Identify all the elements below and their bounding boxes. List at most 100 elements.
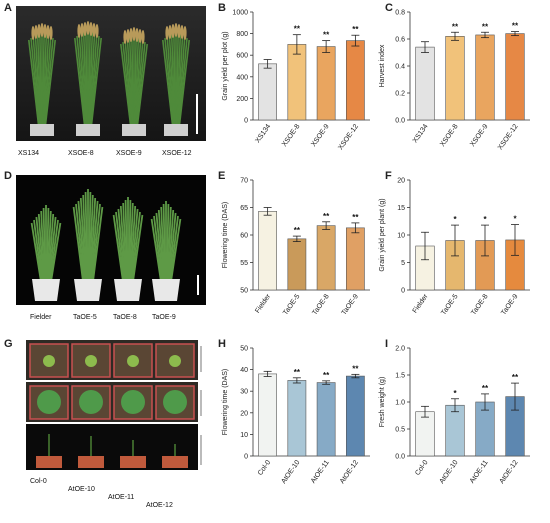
- bar: [346, 375, 365, 457]
- wheat-leaf: [84, 191, 89, 284]
- rice-leaf: [78, 33, 87, 125]
- rice-panicle: [126, 29, 130, 43]
- wheat-leaf: [155, 212, 164, 284]
- x-tick-label: TaOE-5: [282, 293, 301, 317]
- wheat-leaf: [169, 218, 182, 284]
- rice-leaf: [32, 35, 41, 125]
- arabidopsis-label-0: Col-0: [30, 478, 47, 485]
- wheat-leaf: [117, 208, 126, 284]
- bar: [346, 40, 365, 121]
- rice-leaf: [28, 39, 40, 125]
- arabidopsis-pot: [162, 456, 188, 468]
- x-tick-label: TaOE-5: [440, 293, 459, 317]
- y-tick-label: 1.5: [395, 373, 405, 380]
- chart-c: 0.0 0.2 0.4 0.6 0.8 Harvest index XS134 ** XSOE-…: [379, 10, 530, 151]
- rice-panicle: [43, 24, 47, 38]
- rice-pot: [76, 124, 100, 136]
- rice-panicle: [95, 24, 99, 38]
- rice-pot: [164, 124, 188, 136]
- wheat-leaf: [115, 211, 125, 284]
- wheat-leaf: [130, 208, 139, 284]
- rice-panicle: [46, 25, 50, 39]
- rice-plants-photo: [16, 6, 206, 141]
- rice-plants-illustration: [16, 6, 206, 141]
- rice-leaf: [30, 37, 40, 125]
- significance-label: **: [352, 213, 359, 222]
- rice-leaf: [133, 33, 137, 125]
- wheat-leaf: [153, 215, 163, 284]
- significance-label: **: [482, 384, 489, 393]
- rice-leaf: [166, 35, 175, 125]
- wheat-leaf: [47, 213, 55, 284]
- rice-panicle: [37, 24, 41, 38]
- rice-leaf: [89, 31, 96, 125]
- rice-leaf: [164, 37, 174, 125]
- wheat-leaf: [87, 191, 92, 284]
- rice-panicle: [183, 26, 187, 40]
- rice-leaf: [44, 39, 56, 125]
- wheat-label-1: TaOE-5: [73, 314, 97, 321]
- rice-leaf: [173, 29, 177, 125]
- rice-leaf: [120, 43, 132, 125]
- significance-label: *: [513, 215, 517, 224]
- rice-leaf: [128, 35, 134, 125]
- rice-leaf: [176, 31, 182, 125]
- rice-leaf: [90, 37, 102, 125]
- panel-letter-g: G: [4, 338, 13, 350]
- significance-label: **: [352, 25, 359, 34]
- rice-panicle: [171, 24, 175, 38]
- rice-leaf: [134, 35, 140, 125]
- wheat-leaf: [90, 200, 99, 284]
- rice-leaf: [131, 33, 135, 125]
- x-tick-label: Fielder: [254, 293, 272, 315]
- wheat-leaf: [49, 222, 62, 284]
- mature-rosette: [121, 390, 145, 414]
- wheat-leaf: [35, 216, 44, 284]
- mature-rosette: [37, 390, 61, 414]
- seedling-rosette: [43, 355, 55, 367]
- rice-panicle: [34, 25, 38, 39]
- y-tick-label: 60: [240, 233, 248, 240]
- rice-label-3: XSOE-12: [162, 150, 192, 157]
- y-tick-label: 800: [236, 31, 248, 38]
- rice-leaf: [177, 35, 186, 125]
- rice-leaf: [124, 39, 133, 125]
- y-tick-label: 70: [240, 178, 248, 185]
- mature-rosette: [79, 390, 103, 414]
- wheat-label-2: TaOE-8: [113, 314, 137, 321]
- significance-label: *: [483, 215, 487, 224]
- x-tick-label: TaOE-8: [311, 293, 330, 317]
- x-tick-label: AtOE-10: [280, 459, 301, 485]
- wheat-leaf: [79, 197, 87, 284]
- chart-b: 0 200 400 600 800 1000 Grain yield per plot (g…: [222, 10, 370, 151]
- scale-bar-g3: [200, 435, 202, 465]
- wheat-leaf: [30, 222, 43, 284]
- rice-leaf: [135, 37, 142, 125]
- x-tick-label: XS134: [412, 123, 430, 144]
- y-tick-label: 0.0: [395, 118, 405, 125]
- x-tick-label: TaOE-8: [470, 293, 489, 317]
- bar: [346, 227, 365, 291]
- panel-letter-c: C: [385, 2, 393, 14]
- rice-leaf: [42, 31, 48, 125]
- wheat-leaf: [128, 202, 134, 284]
- rice-panicle: [89, 22, 93, 36]
- seedling-rosette: [127, 355, 139, 367]
- x-tick-label: Col-0: [414, 459, 429, 477]
- rice-panicle: [123, 30, 127, 44]
- y-tick-label: 0.4: [395, 64, 405, 71]
- rice-panicle: [49, 26, 53, 40]
- x-tick-label: AtOE-11: [310, 459, 331, 485]
- rice-leaf: [36, 31, 42, 125]
- rice-panicle: [138, 29, 142, 43]
- wheat-pot: [74, 279, 102, 301]
- rice-leaf: [88, 29, 94, 125]
- significance-label: *: [453, 389, 457, 398]
- y-tick-label: 1000: [232, 10, 248, 17]
- bar: [258, 211, 277, 291]
- wheat-leaf: [124, 199, 129, 284]
- wheat-leaf: [131, 211, 141, 284]
- significance-label: **: [294, 368, 301, 377]
- wheat-leaf: [91, 206, 104, 284]
